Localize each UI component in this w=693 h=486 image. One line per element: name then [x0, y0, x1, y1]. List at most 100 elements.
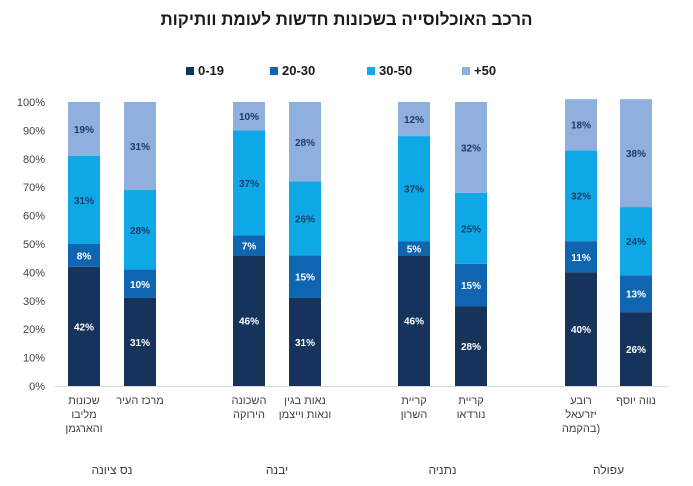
group-label: נס ציונה: [92, 463, 133, 477]
data-label: 25%: [461, 224, 481, 235]
bar-stack: 26% 13% 24% 38%: [620, 99, 652, 386]
bar-segment-plus50: [124, 102, 156, 191]
data-label: 18%: [571, 121, 591, 132]
bar-segment-0-19: [124, 297, 156, 386]
legend-swatch-0-19: [186, 66, 194, 75]
data-label: 8%: [77, 251, 92, 262]
bar-segment-20-30: [124, 269, 156, 298]
data-label: 40%: [571, 325, 591, 336]
group-label: נתניה: [428, 463, 456, 477]
y-tick-label: 40%: [23, 267, 45, 279]
legend-label: 30-50: [379, 63, 413, 78]
bar-segment-plus50: [68, 102, 100, 156]
y-tick-label: 20%: [23, 324, 45, 336]
data-label: 37%: [239, 179, 259, 190]
bar-segment-0-19: [620, 312, 652, 386]
group-label: יבנה: [266, 463, 288, 477]
y-tick-label: 80%: [23, 154, 45, 166]
data-label: 42%: [74, 322, 94, 333]
category-label: קריית נורדאו: [457, 395, 486, 421]
data-label: 11%: [571, 253, 591, 264]
y-tick-label: 10%: [23, 353, 45, 365]
bar-stack: 31% 10% 28% 31%: [124, 102, 156, 386]
data-label: 31%: [130, 142, 150, 153]
category-label: נאות בגין ונאות וייצמן: [279, 395, 332, 421]
data-label: 37%: [404, 185, 424, 196]
data-label: 12%: [404, 115, 424, 126]
data-label: 19%: [74, 125, 94, 136]
bar-segment-20-30: [565, 241, 597, 273]
bar-segment-20-30: [289, 255, 321, 298]
group-labels: נס ציונה יבנה נתניה עפולה: [92, 463, 625, 477]
data-label: 15%: [461, 281, 481, 292]
y-tick-label: 50%: [23, 239, 45, 251]
data-label: 26%: [295, 214, 315, 225]
bar-segment-30-50: [289, 181, 321, 256]
legend-item-20-30: 20-30: [270, 63, 315, 78]
bar-stack: 46% 5% 37% 12%: [398, 102, 430, 386]
bar-segment-30-50: [124, 190, 156, 270]
data-label: 7%: [242, 241, 257, 252]
bar-segment-20-30: [68, 244, 100, 267]
data-label: 28%: [461, 342, 481, 353]
bar-segment-plus50: [565, 99, 597, 151]
bar-segment-20-30: [233, 235, 265, 256]
y-tick-label: 70%: [23, 182, 45, 194]
data-label: 26%: [626, 345, 646, 356]
bar-segment-20-30: [455, 263, 487, 307]
group-label: עפולה: [593, 463, 624, 477]
bar-segment-plus50: [289, 102, 321, 182]
bar-segment-0-19: [565, 272, 597, 386]
bar-segment-30-50: [233, 130, 265, 236]
data-label: 24%: [626, 237, 646, 248]
bar-stack: 40% 11% 32% 18%: [565, 99, 597, 386]
legend-item-0-19: 0-19: [186, 63, 224, 78]
bar-segment-plus50: [398, 102, 430, 137]
data-label: 15%: [295, 273, 315, 284]
bar-segment-plus50: [233, 102, 265, 131]
bars: 42% 8% 31% 19% 31% 10% 28% 31% 46% 7% 37% 10% 31% 15%…: [68, 99, 652, 386]
legend-item-50-plus: +50: [462, 63, 496, 78]
bar-segment-0-19: [233, 255, 265, 386]
data-label: 31%: [295, 338, 315, 349]
data-label: 5%: [407, 244, 422, 255]
bar-segment-0-19: [289, 297, 321, 386]
legend-label: +50: [474, 63, 497, 78]
bar-segment-0-19: [68, 266, 100, 386]
bar-segment-30-50: [68, 155, 100, 244]
y-tick-label: 90%: [23, 125, 45, 137]
bar-stack: 31% 15% 26% 28%: [289, 102, 321, 386]
y-tick-label: 0%: [29, 381, 45, 393]
bar-segment-30-50: [398, 136, 430, 242]
bar-segment-20-30: [620, 275, 652, 313]
bar-segment-20-30: [398, 241, 430, 256]
data-label: 10%: [130, 280, 150, 291]
x-labels: שכונות מליבו והארגמן מרכז העיר השכונה הירוקה נ…: [65, 395, 655, 435]
data-label: 28%: [130, 226, 150, 237]
data-label: 46%: [239, 317, 259, 328]
data-label: 31%: [130, 338, 150, 349]
category-label: מרכז העיר: [116, 395, 164, 407]
category-label: שכונות מליבו והארגמן: [65, 395, 102, 435]
category-label: קריית השרון: [401, 395, 428, 421]
y-tick-label: 30%: [23, 296, 45, 308]
bar-segment-plus50: [455, 102, 487, 193]
legend-swatch-20-30: [270, 66, 278, 75]
legend-label: 20-30: [282, 63, 316, 78]
data-label: 28%: [295, 138, 315, 149]
bar-stack: 46% 7% 37% 10%: [233, 102, 265, 386]
bar-segment-30-50: [620, 207, 652, 276]
data-label: 13%: [626, 290, 646, 301]
bar-segment-30-50: [455, 192, 487, 264]
y-tick-label: 100%: [17, 97, 45, 109]
legend-item-30-50: 30-50: [367, 63, 412, 78]
data-label: 31%: [74, 196, 94, 207]
chart-title: הרכב האוכלוסייה בשכונות חדשות לעומת וותי…: [160, 10, 533, 29]
data-label: 38%: [626, 149, 646, 160]
bar-segment-0-19: [455, 306, 487, 386]
bar-segment-0-19: [398, 255, 430, 386]
data-label: 10%: [239, 112, 259, 123]
data-label: 32%: [571, 192, 591, 203]
legend-swatch-30-50: [367, 66, 375, 75]
